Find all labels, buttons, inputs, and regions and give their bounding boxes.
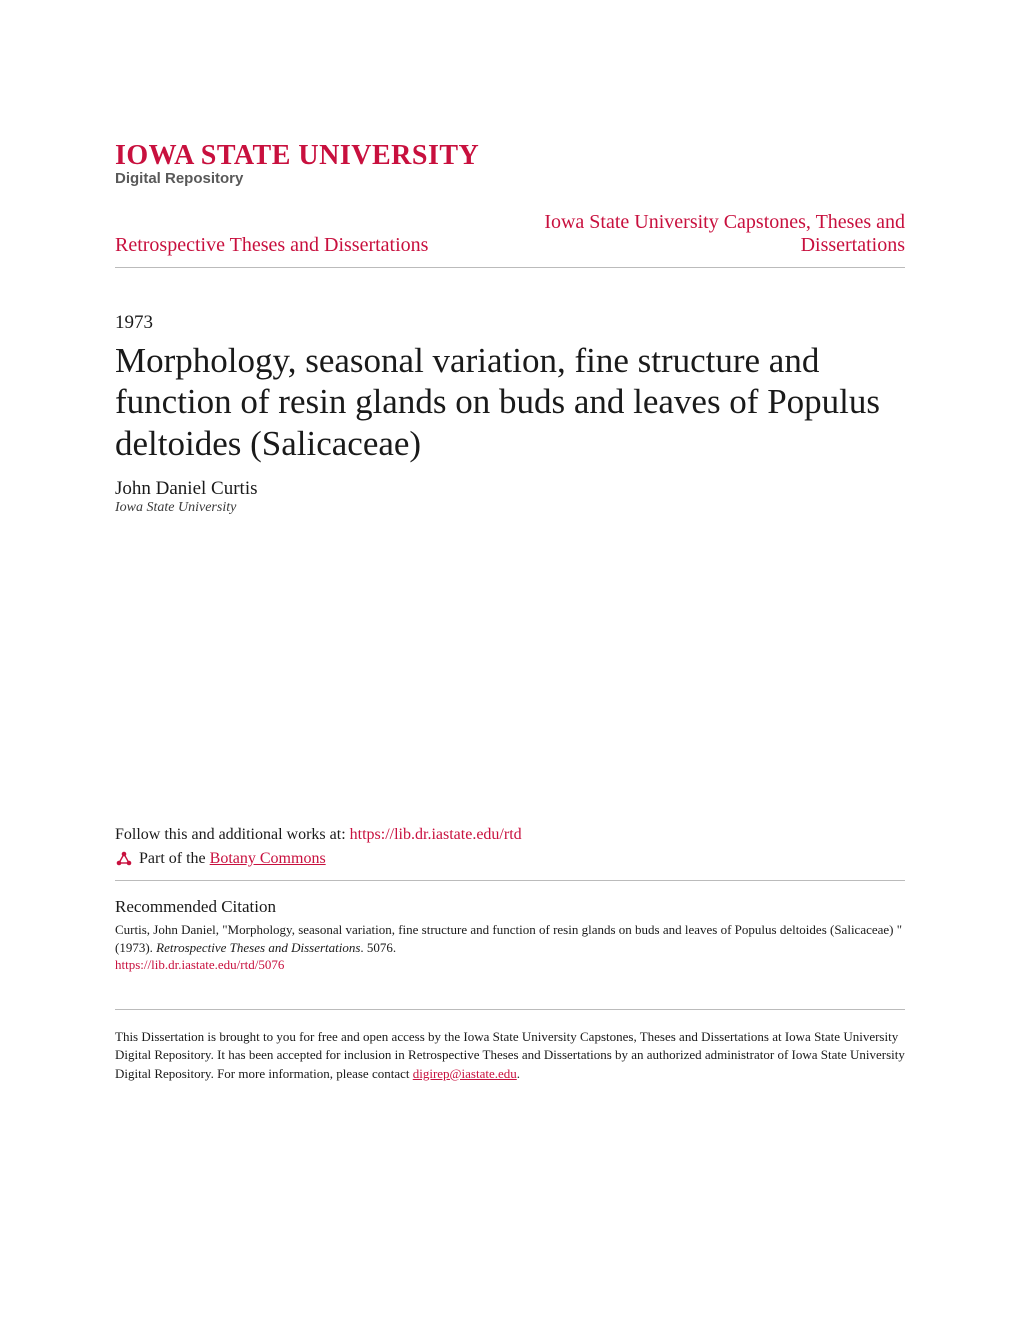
citation-number: . 5076. [360, 940, 396, 955]
contact-email-link[interactable]: digirep@iastate.edu [413, 1066, 517, 1081]
citation-series: Retrospective Theses and Dissertations [156, 940, 360, 955]
citation-body: Curtis, John Daniel, "Morphology, season… [115, 921, 905, 957]
footer-period: . [517, 1066, 520, 1081]
author-name: John Daniel Curtis [115, 478, 905, 500]
author-affiliation: Iowa State University [115, 500, 905, 516]
citation-section: Recommended Citation Curtis, John Daniel… [115, 897, 905, 993]
part-prefix: Part of the [139, 850, 210, 867]
institution-logo-block: Iowa State University Digital Repository [115, 140, 905, 187]
header-links-row: Retrospective Theses and Dissertations I… [115, 211, 905, 268]
publication-year: 1973 [115, 312, 905, 334]
follow-line: Follow this and additional works at: htt… [115, 826, 905, 844]
part-of-line: Part of the Botany Commons [115, 850, 905, 868]
citation-url-link[interactable]: https://lib.dr.iastate.edu/rtd/5076 [115, 957, 905, 973]
network-icon [115, 850, 133, 868]
paper-title: Morphology, seasonal variation, fine str… [115, 340, 905, 464]
follow-url-link[interactable]: https://lib.dr.iastate.edu/rtd [350, 826, 522, 843]
follow-section: Follow this and additional works at: htt… [115, 826, 905, 881]
access-statement: This Dissertation is brought to you for … [115, 1009, 905, 1083]
citation-heading: Recommended Citation [115, 897, 905, 917]
part-of-text: Part of the Botany Commons [139, 850, 326, 868]
collection-link-right[interactable]: Iowa State University Capstones, Theses … [525, 211, 905, 257]
university-name: Iowa State University [115, 140, 905, 172]
repository-subtitle: Digital Repository [115, 170, 905, 187]
collection-link-left[interactable]: Retrospective Theses and Dissertations [115, 234, 428, 257]
follow-prefix: Follow this and additional works at: [115, 826, 350, 843]
discipline-link[interactable]: Botany Commons [210, 850, 326, 867]
